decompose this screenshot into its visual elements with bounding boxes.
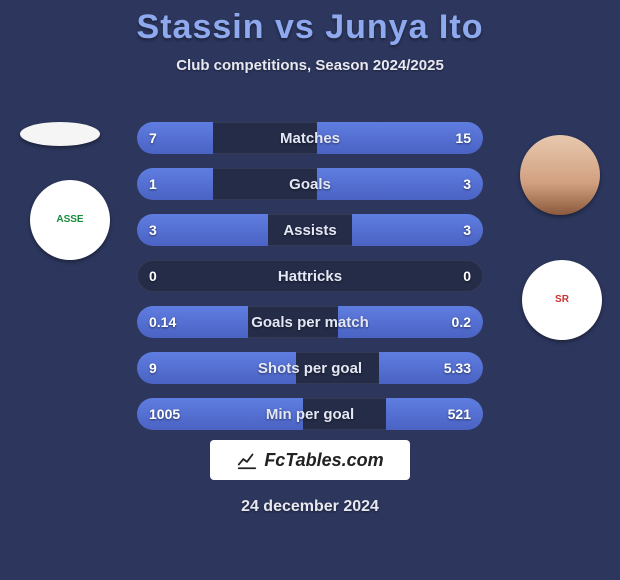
stat-row: 33Assists (137, 214, 483, 246)
stat-label: Assists (137, 214, 483, 246)
stat-label: Shots per goal (137, 352, 483, 384)
stat-label: Matches (137, 122, 483, 154)
stat-label: Goals per match (137, 306, 483, 338)
club2-badge-text: SR (555, 295, 569, 305)
player1-name: Stassin (137, 8, 265, 46)
stat-row: 0.140.2Goals per match (137, 306, 483, 338)
season-subtitle: Club competitions, Season 2024/2025 (0, 57, 620, 74)
stat-row: 00Hattricks (137, 260, 483, 292)
club1-logo: ASSE (30, 180, 110, 260)
comparison-title: Stassin vs Junya Ito (0, 0, 620, 47)
stat-label: Goals (137, 168, 483, 200)
comparison-date: 24 december 2024 (0, 498, 620, 516)
stat-bars-container: 715Matches 13Goals 33Assists 00Hattricks 0.1… (137, 122, 483, 444)
chart-icon (236, 449, 258, 471)
player2-avatar (520, 135, 600, 215)
stat-row: 13Goals (137, 168, 483, 200)
club2-logo: SR (522, 260, 602, 340)
player2-name: Junya Ito (325, 8, 483, 46)
stat-row: 715Matches (137, 122, 483, 154)
stat-label: Hattricks (137, 260, 483, 292)
fctables-logo: FcTables.com (210, 440, 410, 480)
stat-row: 1005521Min per goal (137, 398, 483, 430)
player1-avatar (20, 122, 100, 146)
stat-label: Min per goal (137, 398, 483, 430)
vs-separator: vs (275, 8, 315, 46)
stat-row: 95.33Shots per goal (137, 352, 483, 384)
club1-badge-text: ASSE (56, 215, 83, 225)
footer-brand-text: FcTables.com (264, 450, 383, 471)
